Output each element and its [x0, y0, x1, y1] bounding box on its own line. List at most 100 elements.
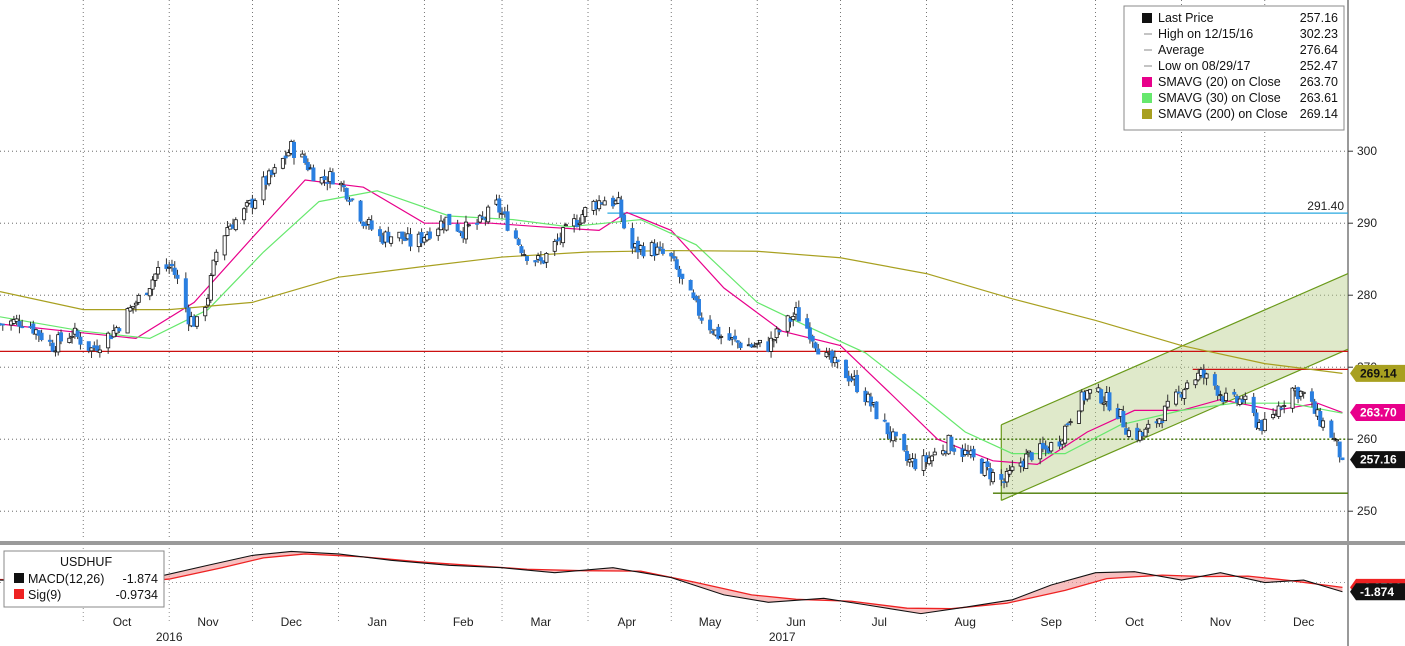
candle-down	[183, 278, 188, 308]
candle-down	[311, 167, 316, 182]
candle-up	[929, 455, 934, 462]
candle-down	[0, 323, 5, 326]
legend-value: 263.61	[1300, 91, 1338, 105]
candle-up	[921, 455, 926, 471]
candle-down	[369, 220, 374, 230]
candle-up	[286, 152, 291, 157]
horizontal-line-label: 291.40	[1307, 199, 1344, 213]
candle-down	[843, 359, 848, 379]
candle-up	[194, 316, 199, 327]
month-label: Dec	[1293, 615, 1314, 629]
candle-down	[1121, 410, 1126, 428]
candle-down	[78, 336, 83, 345]
candle-up	[1218, 394, 1223, 397]
candle-down	[902, 434, 907, 451]
candle-down	[1232, 391, 1237, 395]
candle-down	[164, 264, 169, 269]
candle-up	[1027, 450, 1032, 454]
candle-down	[622, 214, 627, 229]
candle-down	[1029, 452, 1034, 461]
macd-signal-fill	[0, 551, 1343, 614]
candle-up	[253, 200, 258, 209]
candle-up	[1049, 442, 1054, 452]
candle-down	[175, 274, 180, 279]
candle-down	[660, 248, 665, 254]
candle-up	[561, 227, 566, 244]
candle-down	[347, 200, 352, 202]
candle-down	[680, 273, 685, 279]
legend-label: Last Price	[1158, 11, 1214, 25]
legend-label: SMAVG (30) on Close	[1158, 91, 1281, 105]
year-label: 2016	[156, 630, 183, 644]
macd-legend-value: -1.874	[123, 572, 158, 586]
candle-up	[233, 219, 238, 231]
candle-up	[583, 207, 588, 218]
candle-down	[971, 448, 976, 458]
candle-down	[694, 295, 699, 301]
legend-swatch	[1142, 77, 1152, 87]
candle-up	[752, 345, 757, 348]
macd-legend-label: MACD(12,26)	[28, 572, 104, 586]
candle-down	[630, 228, 635, 249]
candle-up	[1321, 420, 1326, 428]
candle-up	[1126, 430, 1131, 437]
candle-down	[733, 335, 738, 340]
macd-legend-value: -0.9734	[116, 588, 158, 602]
trend-channel-lower	[1001, 348, 1349, 501]
candle-up	[67, 337, 72, 343]
candle-up	[580, 214, 585, 224]
candle-down	[796, 307, 801, 322]
candle-down	[735, 340, 740, 343]
candle-down	[1160, 421, 1165, 423]
candle-up	[167, 266, 172, 269]
year-label: 2017	[769, 630, 796, 644]
candle-down	[555, 239, 560, 242]
macd-legend-title: USDHUF	[60, 555, 112, 569]
candle-up	[1182, 389, 1187, 399]
candle-down	[688, 279, 693, 291]
candle-up	[1334, 439, 1339, 442]
candle-up	[211, 259, 216, 276]
macd-legend-swatch	[14, 589, 24, 599]
price-grid	[0, 0, 1349, 646]
candle-up	[1143, 428, 1148, 437]
legend-value: 263.70	[1300, 75, 1338, 89]
candle-up	[150, 279, 155, 290]
candle-up	[125, 308, 130, 334]
candle-up	[1004, 470, 1009, 483]
month-label: Jun	[786, 615, 805, 629]
date-x-axis: Oct Nov Dec Jan Feb Mar Apr May Jun Jul Aug Sep Oct N…	[113, 615, 1315, 644]
candle-down	[455, 223, 460, 232]
candle-down	[874, 401, 879, 420]
candle-down	[674, 259, 679, 270]
candle-down	[716, 326, 721, 339]
candle-up	[261, 176, 266, 201]
candle-down	[117, 328, 122, 332]
candle-up	[1243, 395, 1248, 400]
candle-up	[1165, 400, 1170, 408]
candle-down	[341, 184, 346, 188]
candle-up	[56, 334, 61, 353]
candle-down	[893, 431, 898, 437]
candle-down	[1215, 385, 1220, 396]
legend-value: 276.64	[1300, 43, 1338, 57]
signal-line	[0, 553, 1343, 610]
last-value-tag: 263.70	[1360, 406, 1397, 420]
candle-up	[463, 221, 468, 240]
candle-down	[538, 257, 543, 262]
month-label: May	[699, 615, 722, 629]
candle-down	[519, 246, 524, 254]
candle-up	[1174, 391, 1179, 405]
legend-label: Low on 08/29/17	[1158, 59, 1250, 73]
candle-down	[1340, 457, 1345, 461]
y-tick-label: 290	[1357, 216, 1377, 230]
candle-down	[1240, 399, 1245, 403]
candle-up	[771, 339, 776, 342]
candle-up	[280, 158, 285, 169]
candle-up	[147, 288, 152, 297]
candle-down	[699, 317, 704, 321]
candle-up	[222, 235, 227, 256]
candle-up	[153, 273, 158, 281]
candle-up	[133, 302, 138, 306]
candle-down	[322, 176, 327, 181]
